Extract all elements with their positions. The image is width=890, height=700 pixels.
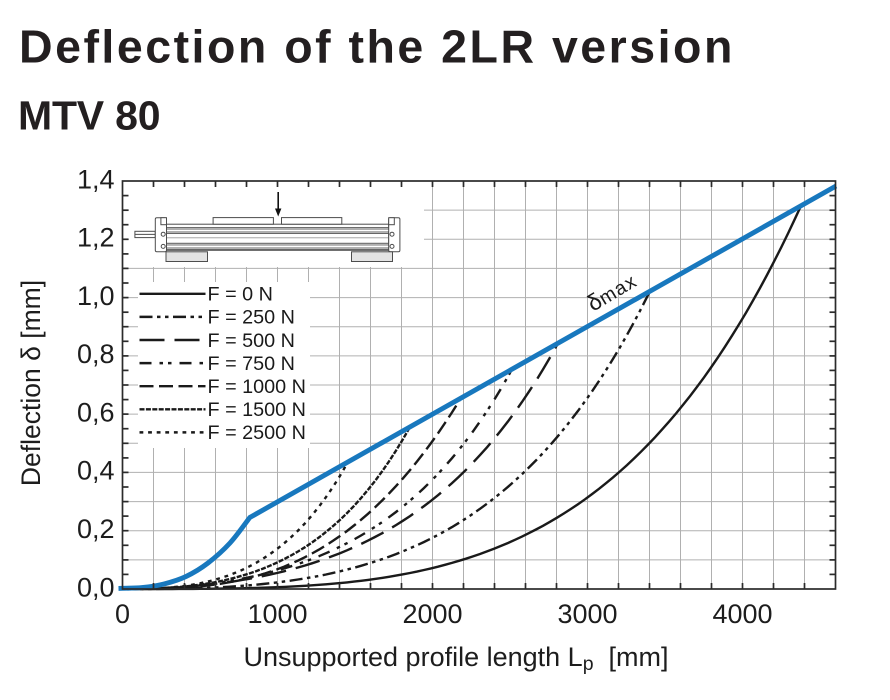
svg-text:1,0: 1,0: [77, 281, 115, 311]
svg-text:0,8: 0,8: [77, 339, 115, 369]
svg-text:0,0: 0,0: [77, 572, 115, 602]
svg-text:F = 0 N: F = 0 N: [208, 284, 273, 306]
svg-text:F = 250 N: F = 250 N: [208, 307, 295, 329]
svg-text:3000: 3000: [557, 599, 617, 629]
svg-text:F = 2500 N: F = 2500 N: [208, 422, 306, 444]
svg-text:0: 0: [115, 599, 130, 629]
svg-text:Deflection δ [mm]: Deflection δ [mm]: [16, 280, 46, 486]
svg-text:1,2: 1,2: [77, 223, 115, 253]
svg-text:F = 1500 N: F = 1500 N: [208, 399, 306, 421]
svg-text:0,2: 0,2: [77, 514, 115, 544]
svg-text:2000: 2000: [402, 599, 462, 629]
svg-text:F = 1000 N: F = 1000 N: [208, 376, 306, 398]
svg-text:F = 500 N: F = 500 N: [208, 330, 295, 352]
svg-text:MTV 80: MTV 80: [18, 93, 160, 139]
svg-text:0,6: 0,6: [77, 397, 115, 427]
svg-text:1000: 1000: [247, 599, 307, 629]
svg-text:1,4: 1,4: [77, 164, 115, 194]
svg-text:F = 750 N: F = 750 N: [208, 353, 295, 375]
svg-text:4000: 4000: [712, 599, 772, 629]
svg-text:Unsupported profile length Lp: Unsupported profile length Lp [mm]: [243, 642, 668, 675]
svg-text:Deflection of the 2LR version: Deflection of the 2LR version: [19, 21, 735, 73]
svg-text:0,4: 0,4: [77, 456, 115, 486]
